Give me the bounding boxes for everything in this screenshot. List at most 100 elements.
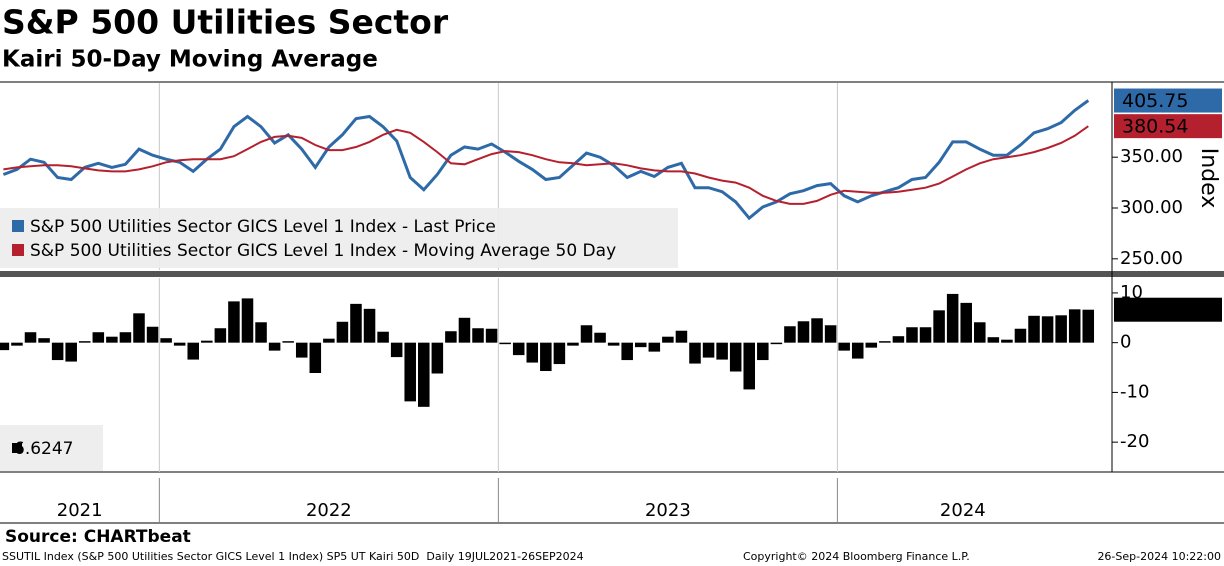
bar [445,331,457,343]
bar [472,328,484,343]
legend-box [0,208,678,268]
bar [824,325,837,343]
legend-swatch [12,220,24,232]
value-badge [1114,114,1222,139]
bar [784,326,796,343]
x-tick-label: 2022 [306,500,352,521]
source: Source: CHARTbeat [5,527,191,547]
bar [119,332,132,343]
legend-swatch [12,244,24,256]
bar [336,321,349,343]
bar [919,327,932,343]
value-badge-label: 6.6247 [1122,299,1188,321]
bar [418,342,430,407]
panel-separator [0,271,1224,277]
bar [11,342,23,346]
y-tick-label: 300.00 [1120,197,1183,218]
bar [865,342,878,348]
bar [377,331,389,343]
chart-title: S&P 500 Utilities Sector [2,3,449,42]
bar [716,342,728,360]
bar [811,318,823,343]
y-axis-title: Index [1196,148,1221,209]
bar [187,342,200,360]
bar [946,293,959,343]
bar [567,342,579,346]
y-tick-label: 350.00 [1120,146,1183,167]
series-line [3,125,1089,205]
bar [404,342,416,402]
bar [526,342,539,363]
bar [499,342,511,345]
y-tick-label: 0 [1120,332,1131,353]
bar [65,342,77,362]
bar [255,322,267,343]
bar [540,342,552,372]
bar [960,302,972,343]
legend-label: S&P 500 Utilities Sector GICS Level 1 In… [30,217,496,237]
legend-label: 6.6247 [14,439,73,459]
bar [173,342,186,346]
bar [431,342,444,374]
bar [553,342,566,365]
bar [689,342,701,364]
x-tick-label: 2023 [645,500,691,521]
bar [78,341,91,343]
y-tick-label: 250.00 [1120,248,1183,269]
bar [133,313,145,343]
footer-description: SSUTIL Index (S&P 500 Utilities Sector G… [2,550,584,563]
bar [51,342,64,361]
value-badge-label: 405.75 [1122,90,1188,112]
bar [1028,315,1040,343]
bar [201,340,213,343]
bar [648,342,661,352]
series-line [2,99,1090,221]
bar [933,310,945,343]
bar [0,342,10,351]
value-badge-label: 380.54 [1122,116,1188,138]
bar [323,338,335,343]
bar [743,342,756,390]
legend-swatch [12,443,22,453]
bar [987,337,1000,343]
bar [309,342,322,374]
bar [634,342,647,348]
legend-label: S&P 500 Utilities Sector GICS Level 1 In… [30,241,616,261]
bar [1041,316,1054,343]
x-tick-label: 2021 [57,500,103,521]
value-badge [1114,297,1222,322]
bar [363,308,376,343]
bar [24,332,37,343]
bar [702,342,715,358]
bar [92,332,105,343]
bar [485,328,498,343]
bar [350,303,362,343]
bar [770,342,783,345]
value-badge [1114,88,1222,113]
bar [38,338,50,343]
bar [282,341,294,343]
bar [458,317,471,343]
bar [106,336,118,343]
bar [1068,309,1081,343]
bar [160,338,172,343]
footer-copyright: Copyright© 2024 Bloomberg Finance L.P. [743,550,970,563]
bar [906,327,918,343]
bar [268,342,281,351]
bar [729,342,742,372]
bar [580,325,593,343]
x-tick-label: 2024 [940,500,986,521]
bar [675,330,688,343]
chart-subtitle: Kairi 50-Day Moving Average [2,47,378,73]
y-tick-label: -20 [1120,431,1149,452]
bar [241,298,254,343]
bar [594,332,606,343]
bar [757,342,769,361]
y-tick-label: -10 [1120,381,1149,402]
bar [974,322,986,343]
bar [295,342,308,358]
bar [797,321,810,343]
bar [851,342,864,359]
bar [390,342,403,358]
